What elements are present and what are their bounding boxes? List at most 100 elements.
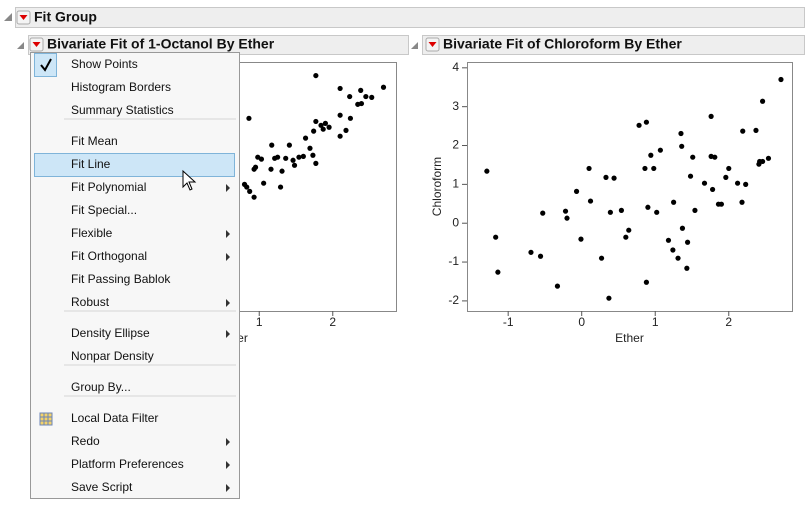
collapse-toggle[interactable] [4,13,12,21]
data-point [275,154,281,160]
data-point [712,154,718,160]
data-point [623,234,629,240]
y-tick-label: 4 [452,60,459,74]
data-point [290,157,296,163]
data-point [657,147,663,153]
data-point [723,174,729,180]
menu-item[interactable]: Redo [71,434,100,448]
data-point [753,127,759,133]
submenu-arrow [226,230,230,238]
submenu-arrow [226,330,230,338]
submenu-arrow [226,299,230,307]
data-point [670,247,676,253]
data-point [611,175,617,181]
data-point [679,225,686,231]
menu-item[interactable]: Fit Mean [71,134,118,148]
menu-item[interactable]: Platform Preferences [71,457,184,471]
data-point [636,122,642,128]
menu-item[interactable]: Group By... [71,380,131,394]
collapse-toggle[interactable] [411,42,418,49]
collapse-toggle[interactable] [17,42,24,49]
menu-item[interactable]: Histogram Borders [71,80,171,94]
data-point [300,153,306,159]
menu-item[interactable]: Fit Polynomial [71,180,146,194]
data-point [311,128,317,134]
menu-item[interactable]: Nonpar Density [71,349,154,363]
plot-frame [467,62,793,312]
data-point [690,154,696,160]
data-point [675,255,681,261]
data-point [269,142,275,148]
data-point [587,198,594,204]
data-point [528,249,534,255]
data-point [495,269,501,275]
submenu-arrow [226,484,230,492]
data-point [247,188,253,194]
menu-item[interactable]: Robust [71,295,110,309]
menu-item[interactable]: Fit Line [71,157,111,171]
data-point [347,115,354,121]
menu-item[interactable]: Density Ellipse [71,326,150,340]
data-point [606,295,612,301]
y-tick-label: 3 [452,99,459,113]
data-point [678,130,684,137]
x-tick-label: 0 [578,315,585,329]
submenu-arrow [226,438,230,446]
data-point [313,160,319,166]
data-point [671,199,677,205]
data-point [355,101,361,107]
menu-item[interactable]: Fit Passing Bablok [71,272,171,286]
data-point [692,207,698,213]
data-point [603,174,609,180]
menu-item[interactable]: Summary Statistics [71,103,174,117]
y-tick-label: 1 [452,177,459,191]
data-point [296,154,302,160]
data-point [626,227,632,233]
data-point [369,94,375,100]
data-point [320,126,326,132]
data-point [313,72,319,79]
data-point [337,85,343,92]
data-point [642,165,648,172]
data-point [654,209,660,215]
menu-item[interactable]: Save Script [71,480,133,494]
menu-item[interactable]: Flexible [71,226,113,240]
data-point [302,135,309,141]
data-point [618,207,625,213]
menu-item[interactable]: Fit Special... [71,203,137,217]
data-point [665,237,672,243]
panel-header [422,35,805,55]
data-point [322,120,329,126]
data-point [709,186,716,193]
data-point [343,127,349,133]
menu-icon-grid [40,413,52,425]
x-tick-label: 2 [725,315,732,329]
data-point [258,156,265,162]
data-point [598,255,605,261]
y-tick-label: 2 [452,138,459,152]
data-point [743,181,749,187]
menu-box [30,52,240,499]
data-point [493,234,499,240]
data-point [740,128,746,134]
data-point [573,188,580,194]
menu-item[interactable]: Show Points [71,57,138,71]
x-tick-label: -1 [503,315,514,329]
menu-item[interactable]: Fit Orthogonal [71,249,147,263]
data-point [759,98,766,104]
data-point [726,165,732,172]
data-point [313,118,319,125]
data-point [701,180,708,186]
x-tick-label: 2 [329,315,336,329]
menu-item[interactable]: Local Data Filter [71,411,158,425]
data-point [310,152,316,158]
panel-title: Bivariate Fit of 1-Octanol By Ether [47,36,275,52]
data-point [778,76,784,83]
data-point [578,236,584,242]
data-point [765,155,772,161]
data-point [252,164,259,170]
data-point [268,166,274,172]
data-point [586,165,592,172]
data-point [380,84,387,90]
